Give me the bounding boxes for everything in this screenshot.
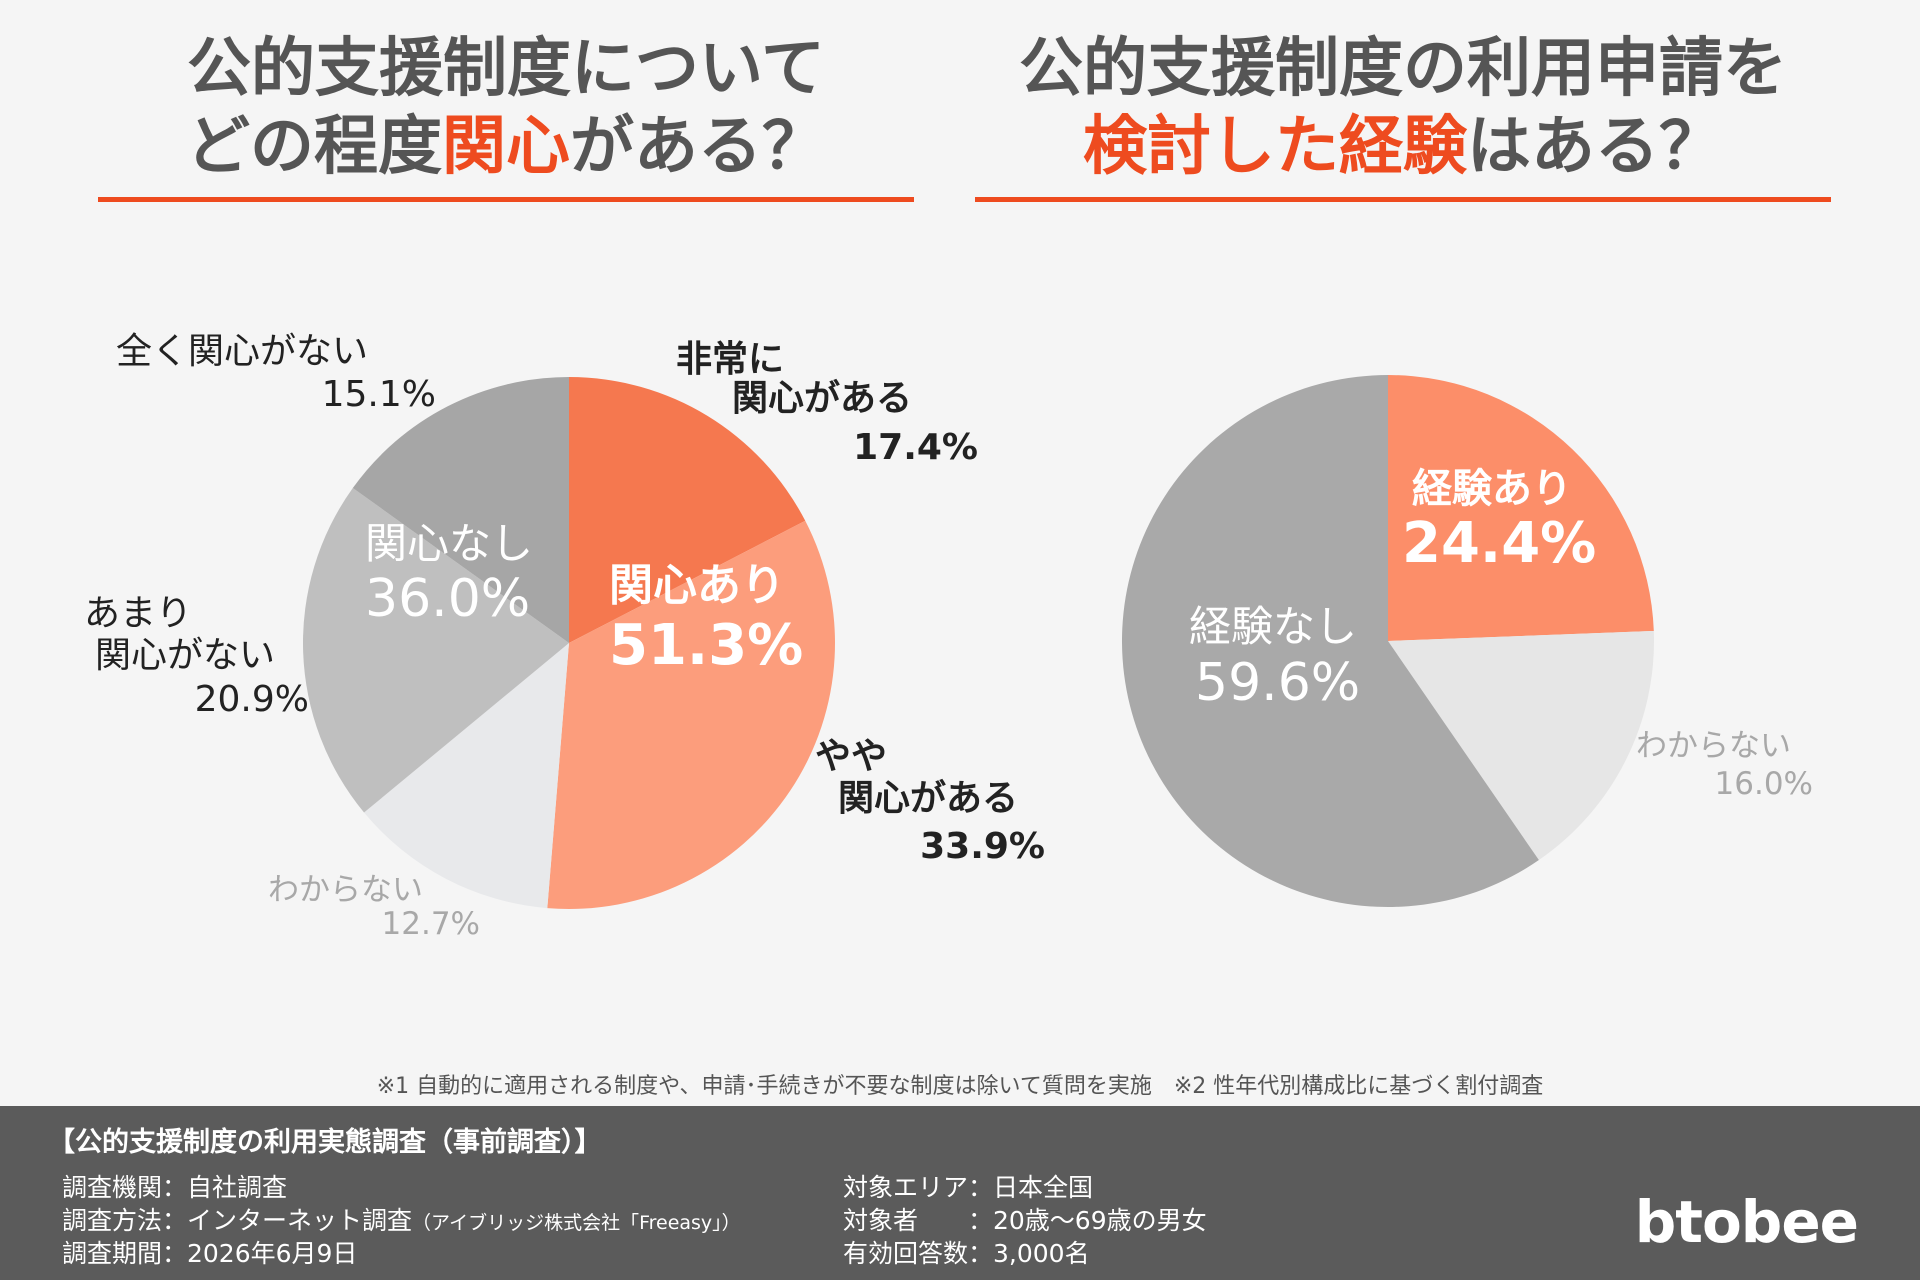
slice-label-not-very-interested-line2: 関心がない [95,635,275,676]
slice-value-unknown: 12.7% [382,906,480,942]
slice-label-not-interested: 全く関心がない [116,331,368,372]
experience-slice-1 [1388,630,1654,861]
group-label-not-interested: 関心なし [365,519,533,568]
slice-label-unknown: わからない [268,872,423,908]
survey-method-row: 調査方法：インターネット調査（アイブリッジ株式会社「Freeasy」） [62,1201,741,1237]
slice-value-not-experienced: 59.6% [1195,653,1360,713]
left-title-underline [98,197,914,202]
interest-slice-2 [364,643,569,909]
group-label-interested: 関心あり [609,560,785,611]
interest-slice-3 [302,488,569,813]
left-title-line2-post: がある？ [570,110,826,184]
survey-title: 【公的支援制度の利用実態調査（事前調査）】 [48,1127,602,1158]
slice-label-somewhat-interested-line2: 関心がある [838,778,1018,819]
left-chart-title: 公的支援制度について どの程度関心がある？ [98,30,914,186]
slice-label-not-experienced: 経験なし [1189,602,1357,651]
slice-value-not-interested: 15.1% [322,374,436,415]
slice-label-experienced: 経験あり [1412,466,1572,512]
slice-value-experienced: 24.4% [1402,511,1596,576]
survey-responses: 有効回答数：3,000名 [843,1239,1090,1268]
survey-method: 調査方法：インターネット調査 [62,1206,413,1235]
right-title-line2: 検討した経験はある？ [975,108,1831,186]
slice-value-not-very-interested: 20.9% [195,679,309,720]
right-title-highlight: 検討した経験 [1083,110,1467,184]
experience-slice-0 [1388,375,1654,641]
interest-slice-4 [352,376,569,643]
slice-label-somewhat-interested-line1: やや [815,736,887,777]
experience-slice-2 [1121,375,1539,908]
slice-value-very-interested: 17.4% [853,427,978,468]
slice-value-unknown-2: 16.0% [1715,766,1813,802]
footnote: ※1 自動的に適用される制度や、申請･手続きが不要な制度は除いて質問を実施 ※2… [376,1074,1544,1099]
right-chart-title: 公的支援制度の利用申請を 検討した経験はある？ [975,30,1831,186]
left-title-line2-pre: どの程度 [186,110,442,184]
interest-slice-0 [569,377,806,643]
survey-info-footer: 【公的支援制度の利用実態調査（事前調査）】 調査機関：自社調査 調査方法：インタ… [0,1106,1920,1280]
group-value-interested: 51.3% [609,613,803,678]
survey-area: 対象エリア：日本全国 [843,1173,1094,1202]
left-title-highlight: 関心 [442,110,570,184]
btobee-logo: btobee [1634,1188,1859,1256]
left-title-line1: 公的支援制度について [186,32,826,106]
slice-label-very-interested-line1: 非常に [676,339,784,380]
interest-pie-chart: 非常に関心がある17.4%やや関心がある33.9%わからない12.7%あまり関心… [84,331,1045,942]
group-value-not-interested: 36.0% [365,569,530,629]
right-title-line2-post: はある？ [1467,110,1723,184]
survey-period: 調査期間：2026年6月9日 [62,1239,358,1268]
slice-label-unknown-2: わからない [1636,728,1791,764]
right-title-underline [975,197,1831,202]
survey-target: 対象者 ：20歳～69歳の男女 [843,1206,1207,1235]
slice-label-not-very-interested-line1: あまり [84,593,192,634]
right-title-line1: 公的支援制度の利用申請を [1019,32,1787,106]
interest-slice-1 [547,520,835,909]
survey-method-note: （アイブリッジ株式会社「Freeasy」） [412,1212,741,1234]
slice-value-somewhat-interested: 33.9% [920,826,1045,867]
left-title-line2: どの程度関心がある？ [98,108,914,186]
survey-org: 調査機関：自社調査 [62,1173,288,1202]
slice-label-very-interested-line2: 関心がある [732,378,912,419]
